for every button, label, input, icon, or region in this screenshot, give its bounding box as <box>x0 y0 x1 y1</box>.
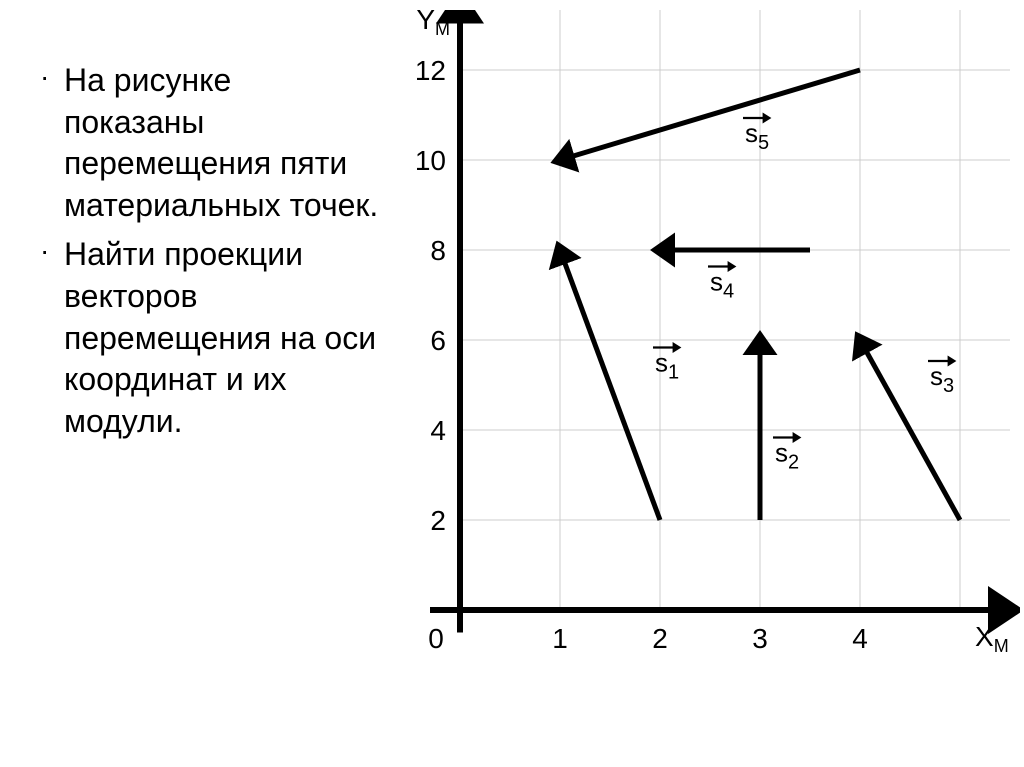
vector-s5 <box>560 70 860 160</box>
svg-text:0: 0 <box>428 623 444 654</box>
bullet-dot: · <box>40 234 64 442</box>
svg-text:8: 8 <box>430 235 446 266</box>
bullet-text-2: Найти проекции векторов перемещения на о… <box>64 234 380 442</box>
text-column: · На рисунке показаны перемещения пяти м… <box>0 0 400 767</box>
page-container: · На рисунке показаны перемещения пяти м… <box>0 0 1024 767</box>
svg-text:YМ: YМ <box>416 10 450 39</box>
svg-text:1: 1 <box>552 623 568 654</box>
svg-text:3: 3 <box>752 623 768 654</box>
grid <box>460 10 1010 610</box>
svg-text:6: 6 <box>430 325 446 356</box>
vector-chart: 1234246810120YМXМs1s2s3s4s5 <box>400 10 1020 730</box>
svg-text:10: 10 <box>415 145 446 176</box>
bullet-dot: · <box>40 60 64 226</box>
vector-label-s4: s4 <box>710 267 734 303</box>
bullet-text-1: На рисунке показаны перемещения пяти мат… <box>64 60 380 226</box>
svg-text:4: 4 <box>852 623 868 654</box>
svg-text:4: 4 <box>430 415 446 446</box>
vector-label-s5: s5 <box>745 118 769 154</box>
axes <box>430 12 1000 633</box>
vector-label-s1: s1 <box>655 348 679 384</box>
vector-label-s2: s2 <box>775 438 799 474</box>
bullet-item-1: · На рисунке показаны перемещения пяти м… <box>40 60 380 226</box>
vector-label-s3: s3 <box>930 361 954 397</box>
chart-area: 1234246810120YМXМs1s2s3s4s5 <box>400 0 1024 767</box>
svg-text:12: 12 <box>415 55 446 86</box>
bullet-item-2: · Найти проекции векторов перемещения на… <box>40 234 380 442</box>
svg-text:2: 2 <box>652 623 668 654</box>
vector-s1 <box>560 250 660 520</box>
svg-text:2: 2 <box>430 505 446 536</box>
tick-labels: 1234246810120 <box>415 55 868 654</box>
svg-text:XМ: XМ <box>975 621 1009 656</box>
